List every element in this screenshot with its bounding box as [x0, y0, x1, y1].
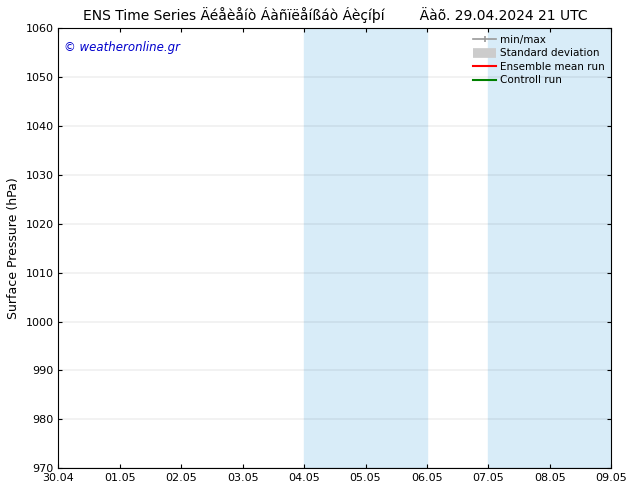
- Bar: [304, 28, 366, 468]
- Text: © weatheronline.gr: © weatheronline.gr: [64, 42, 180, 54]
- Legend: min/max, Standard deviation, Ensemble mean run, Controll run: min/max, Standard deviation, Ensemble me…: [470, 31, 608, 89]
- Bar: [366, 28, 427, 468]
- Bar: [550, 28, 611, 468]
- Title: ENS Time Series Äéåèåíò Áàñïëåíßáò Áèçíþí        Äàõ. 29.04.2024 21 UTC: ENS Time Series Äéåèåíò Áàñïëåíßáò Áèçíþ…: [82, 7, 587, 23]
- Y-axis label: Surface Pressure (hPa): Surface Pressure (hPa): [7, 177, 20, 319]
- Bar: [488, 28, 550, 468]
